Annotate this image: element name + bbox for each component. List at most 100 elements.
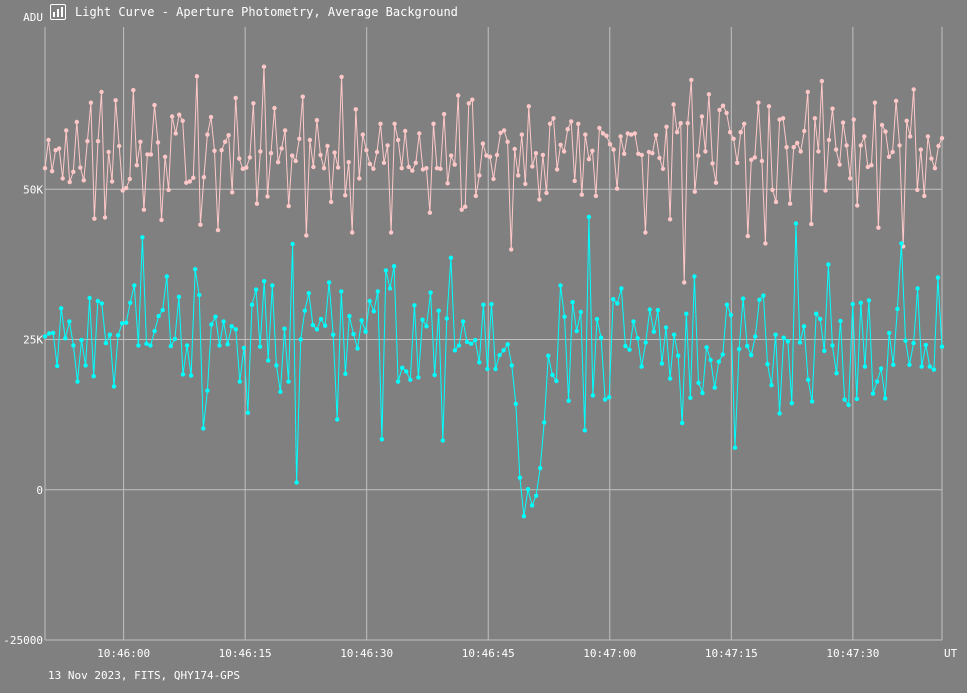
data-point [134,163,139,168]
data-point [578,309,583,315]
x-tick-label: 10:47:15 [705,647,758,660]
data-point [244,165,249,170]
data-point [230,190,235,195]
data-point [653,133,659,138]
data-point [554,378,559,384]
data-point [184,180,189,185]
data-point [355,346,360,351]
data-point [513,401,518,406]
data-point [339,289,344,294]
data-point [111,384,117,389]
data-point [400,365,405,370]
data-point [293,158,298,164]
data-point [428,290,433,295]
data-point [359,318,364,323]
data-point [159,217,164,223]
data-point [846,402,851,408]
data-point [607,142,613,147]
data-point [381,160,387,165]
data-point [674,130,680,135]
data-point [42,334,48,339]
data-point [85,139,90,144]
data-point [618,134,623,139]
data-point [717,107,722,113]
y-tick-label: 0 [36,484,43,497]
data-point [614,186,620,191]
data-point [650,151,655,156]
data-point [493,366,498,372]
data-point [310,322,316,328]
data-point [516,173,521,178]
chart-icon[interactable] [50,4,66,20]
data-point [459,207,464,212]
data-point [489,301,494,307]
data-point [838,318,843,324]
data-point [391,264,397,269]
data-point [765,361,770,367]
data-point [254,201,260,206]
data-point [918,147,923,152]
data-point [132,283,137,288]
data-point [879,122,885,128]
data-point [886,154,892,159]
data-point [865,164,870,170]
data-point [335,165,341,170]
data-point [615,301,620,306]
data-point [374,149,380,155]
data-point [91,374,96,379]
data-point [286,203,291,209]
data-point [353,107,358,112]
data-point [113,98,118,103]
data-point [145,152,150,157]
data-point [71,343,76,348]
window-title-bar: Light Curve - Aperture Photometry, Avera… [50,3,458,21]
data-point [188,373,194,378]
data-point [124,185,129,191]
data-point [647,307,652,312]
data-point [883,129,888,134]
data-point [542,420,547,425]
data-point [322,323,328,328]
data-point [346,160,351,165]
data-point [597,125,602,131]
data-point [127,176,132,182]
data-point [781,335,786,340]
data-point [671,102,676,107]
data-point [448,153,454,158]
data-point [533,493,539,498]
y-tick-label: ADU [23,11,43,24]
data-point [481,302,486,307]
data-point [925,134,931,139]
data-point [215,227,221,233]
data-point [848,176,853,181]
data-point [217,343,222,348]
data-point [777,117,782,122]
data-point [282,128,288,133]
data-point [364,148,369,153]
data-point [275,160,281,165]
data-point [927,364,932,369]
data-point [759,158,765,164]
data-point [78,165,83,170]
data-point [46,331,52,336]
data-point [791,145,796,150]
data-point [290,153,295,158]
data-point [766,104,772,109]
data-point [727,130,733,135]
data-point [657,155,662,161]
data-point [357,176,362,181]
data-point [424,324,429,329]
data-point [258,149,263,154]
data-point [689,77,694,83]
data-point [667,217,673,222]
data-point [379,437,385,442]
data-point [855,203,860,208]
data-point [869,163,874,168]
data-point [576,121,581,127]
data-point [420,167,426,172]
data-point [205,132,210,137]
data-point [523,181,528,187]
data-point [692,274,697,279]
data-point [177,112,182,117]
